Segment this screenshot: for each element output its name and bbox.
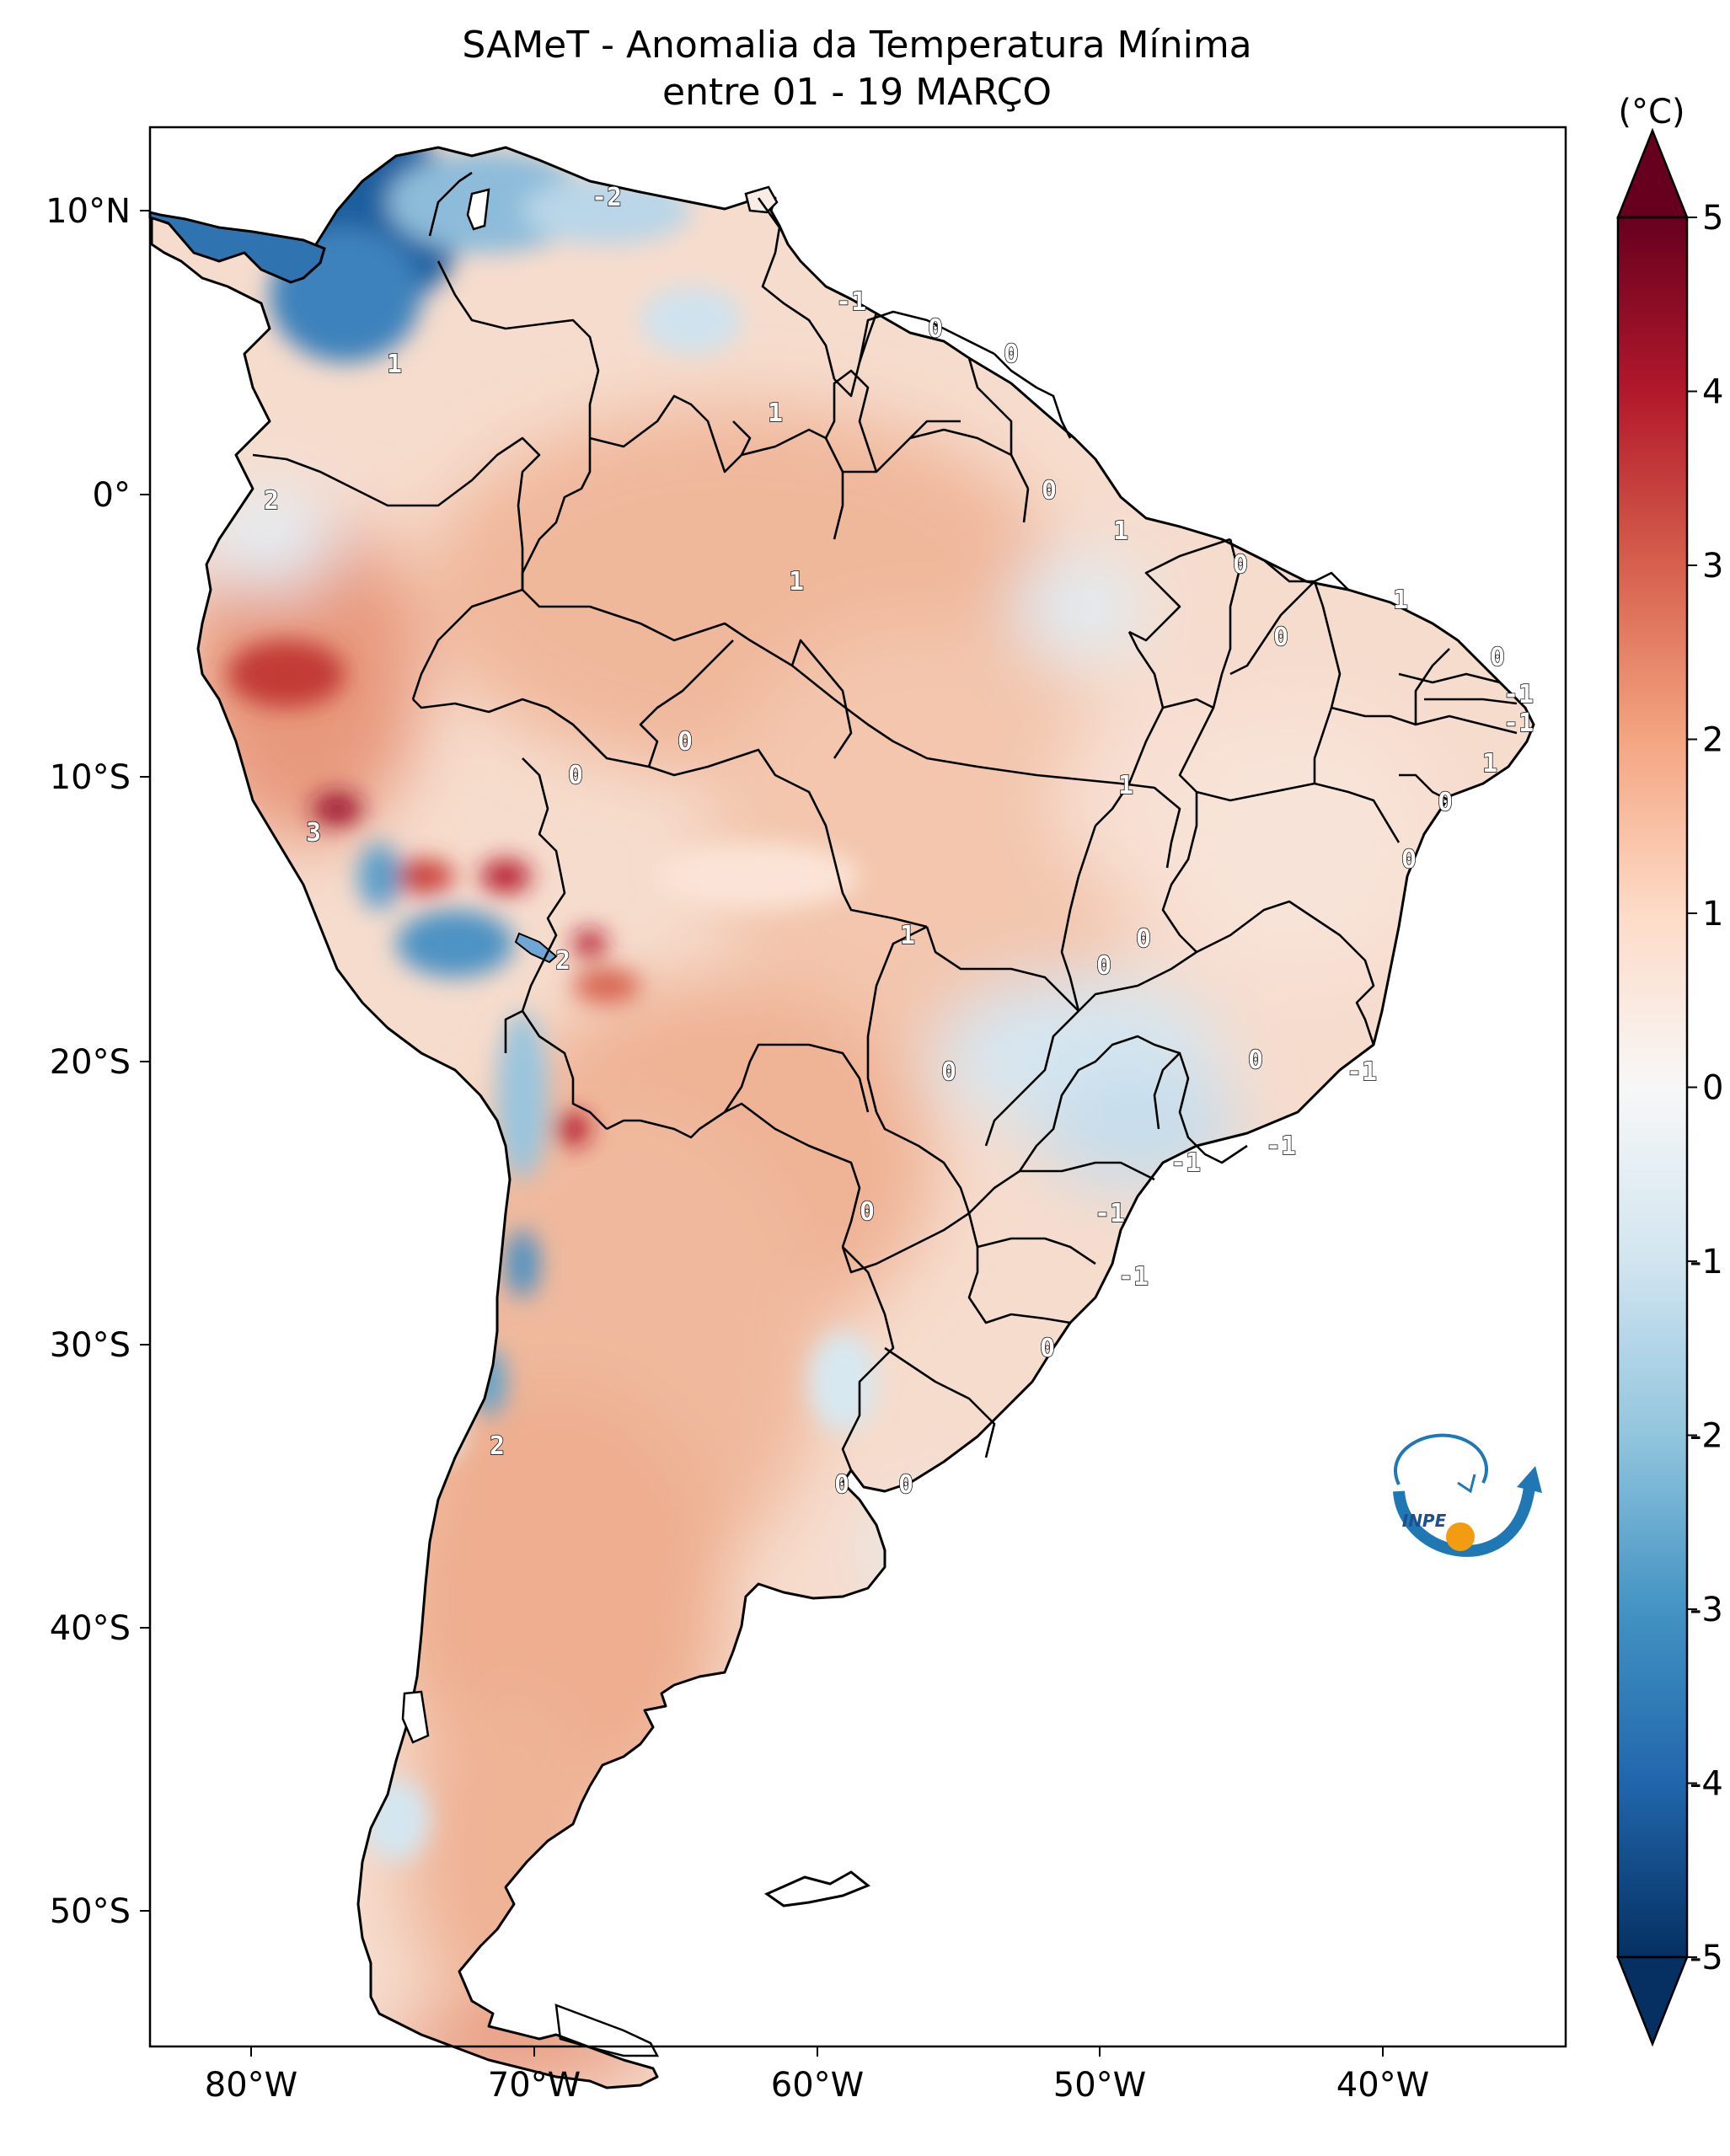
- contour-label: -1: [1347, 1057, 1377, 1087]
- colorbar-tick-label: 1: [1702, 895, 1723, 934]
- lat-tick-label: 10°S: [50, 758, 131, 797]
- lon-tick-label: 60°W: [771, 2066, 864, 2105]
- contour-label: 0: [1233, 550, 1248, 580]
- contour-label: 1: [768, 399, 783, 428]
- margarita-island: [466, 188, 490, 231]
- contour-label: 2: [264, 486, 279, 516]
- lon-axis: 80°W 70°W 60°W 50°W 40°W: [205, 2046, 1429, 2105]
- colorbar-tick-label: -2: [1690, 1417, 1723, 1456]
- lat-tick-label: 20°S: [50, 1043, 131, 1082]
- contour-label: -1: [1266, 1131, 1296, 1161]
- contour-label: -2: [592, 183, 622, 212]
- contour-label: 2: [555, 946, 570, 976]
- contour-label: 0: [834, 1470, 849, 1500]
- colorbar: (°C) 5 4 3 2 1 0 -1 -2 -3 -4 -5: [1616, 93, 1723, 2047]
- contour-label: 1: [1118, 771, 1133, 800]
- lat-axis: 10°N 0° 10°S 20°S 30°S 40°S 50°S: [46, 192, 150, 1931]
- contour-label: -1: [1503, 709, 1534, 738]
- axes: 10°N 0° 10°S 20°S 30°S 40°S 50°S 80°W 70…: [46, 192, 1429, 2105]
- colorbar-tick-label: 4: [1702, 373, 1723, 412]
- contour-label: 0: [898, 1470, 913, 1500]
- contour-label: 0: [860, 1197, 875, 1227]
- contour-label: 0: [568, 761, 583, 790]
- contour-label: 0: [941, 1057, 956, 1087]
- borders: [252, 171, 1518, 1471]
- contour-label: 0: [1136, 924, 1151, 954]
- contour-label: 0: [1438, 788, 1453, 817]
- contour-label: 0: [928, 314, 943, 344]
- tierra-del-fuego-island: [554, 2004, 660, 2057]
- colorbar-tick-label: 3: [1702, 547, 1723, 586]
- contour-label: 0: [1248, 1046, 1263, 1075]
- lat-tick-label: 0°: [93, 476, 131, 515]
- contour-label: 3: [306, 818, 321, 848]
- contour-label: -1: [1170, 1148, 1201, 1178]
- map-frame-border: [148, 126, 1567, 2048]
- contour-label: 0: [1096, 951, 1111, 981]
- colorbar-tick-label: 2: [1702, 721, 1723, 760]
- colorbar-tick-label: 0: [1702, 1069, 1723, 1108]
- contour-label: -1: [1095, 1199, 1125, 1228]
- contour-label: -1: [1118, 1262, 1149, 1292]
- contour-label: 1: [1393, 586, 1408, 615]
- contour-label: 0: [678, 727, 693, 757]
- contour-label: 1: [1113, 516, 1128, 546]
- contour-label: 1: [1482, 749, 1497, 778]
- lat-tick-label: 30°S: [50, 1326, 131, 1365]
- contour-label: 0: [1004, 340, 1019, 369]
- inpe-logo-text: INPE: [1402, 1511, 1447, 1531]
- contour-label: 1: [900, 921, 915, 950]
- contour-label: -1: [836, 287, 866, 317]
- colorbar-extend-max: [1616, 127, 1689, 219]
- contour-label: 0: [1273, 623, 1288, 652]
- colorbar-tick-label: -3: [1690, 1591, 1723, 1629]
- lat-tick-label: 50°S: [50, 1892, 131, 1931]
- central-america: [148, 211, 326, 284]
- colorbar-tick-label: 5: [1702, 199, 1723, 238]
- contour-label: 0: [1042, 476, 1057, 506]
- contour-label: 0: [1040, 1334, 1055, 1363]
- contour-label: 0: [1401, 845, 1417, 875]
- lat-tick-label: 40°S: [50, 1609, 131, 1648]
- contour-label: 1: [387, 350, 402, 379]
- contour-labels: -2 -1 0 0 1 1 2 0 1 0 1 0 0 1 -1 -1 0 0 …: [263, 182, 1534, 1500]
- colorbar-tick-label: -4: [1690, 1765, 1723, 1804]
- contour-label: 1: [789, 567, 804, 597]
- falkland-islands: [763, 1870, 870, 1907]
- figure-title-line1: SAMeT - Anomalia da Temperatura Mínima: [462, 24, 1251, 67]
- lon-tick-label: 50°W: [1053, 2066, 1146, 2105]
- contour-label: 2: [490, 1431, 505, 1461]
- colorbar-tick-label: -5: [1690, 1939, 1723, 1977]
- colorbar-extend-min: [1616, 1955, 1689, 2047]
- inpe-logo: INPE: [1393, 1433, 1542, 1557]
- contour-label: 0: [1490, 643, 1505, 672]
- lon-tick-label: 70°W: [488, 2066, 581, 2105]
- colorbar-tick-label: -1: [1690, 1243, 1723, 1281]
- colorbar-gradient: [1616, 216, 1689, 1959]
- chiloe-island: [401, 1690, 430, 1744]
- figure-title-line2: entre 01 - 19 MARÇO: [662, 71, 1052, 114]
- trinidad-island: [744, 185, 779, 214]
- lon-tick-label: 40°W: [1336, 2066, 1429, 2105]
- contour-label: -1: [1503, 680, 1534, 709]
- lon-tick-label: 80°W: [205, 2066, 297, 2105]
- colorbar-unit: (°C): [1618, 93, 1684, 131]
- colorbar-ticks: 5 4 3 2 1 0 -1 -2 -3 -4 -5: [1687, 199, 1723, 1977]
- lat-tick-label: 10°N: [46, 192, 131, 231]
